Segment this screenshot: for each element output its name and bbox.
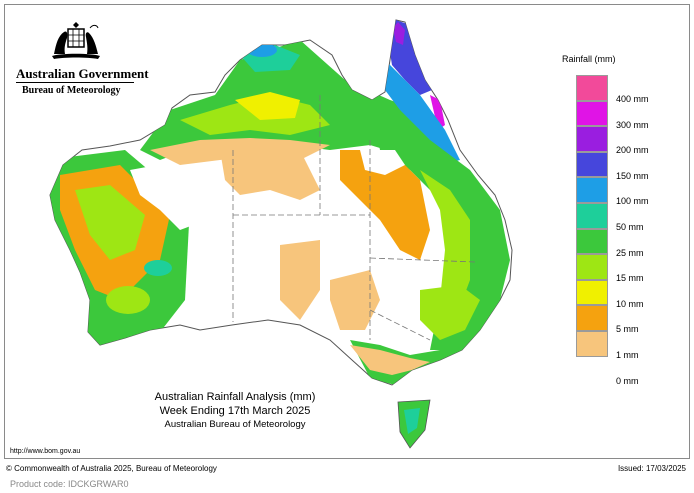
legend-swatch [576, 279, 608, 306]
legend-label: 1 mm [616, 350, 639, 360]
dry-zone-west [130, 160, 225, 230]
rain-zone-north-yellow [235, 92, 300, 120]
legend-swatch [576, 203, 608, 229]
coat-of-arms-icon [52, 22, 100, 59]
state-borders [232, 95, 476, 341]
legend-label: 100 mm [616, 196, 649, 207]
legend-swatch [576, 177, 608, 203]
legend-swatch [576, 151, 608, 178]
legend-label: 15 mm [616, 273, 644, 284]
government-name: Australian Government [16, 66, 149, 81]
bureau-name: Bureau of Meteorology [22, 85, 121, 96]
copyright-notice: © Commonwealth of Australia 2025, Bureau… [6, 464, 217, 473]
rain-zone-kimberley-blue [247, 43, 277, 57]
legend-swatch [576, 228, 608, 255]
legend-label: 25 mm [616, 247, 644, 258]
legend-title: Rainfall (mm) [562, 54, 616, 64]
legend-label: 0 mm [616, 375, 639, 386]
map-period: Week Ending 17th March 2025 [159, 405, 311, 417]
logo-divider [16, 82, 134, 83]
legend-label: 5 mm [616, 324, 639, 335]
rain-zone-sa-east [330, 270, 380, 330]
rain-zone-capeyork-magenta [430, 95, 445, 130]
rain-zone-qld-teal [385, 60, 460, 165]
rain-zone-nsw-lightgreen [420, 285, 480, 340]
rain-zone-west-yellow [106, 286, 150, 314]
legend-label: 10 mm [616, 298, 644, 309]
rain-zone-qld-orange [340, 150, 430, 260]
issued-date: Issued: 17/03/2025 [617, 464, 686, 473]
legend-swatch [576, 100, 608, 127]
legend-label: 300 mm [616, 119, 649, 130]
legend-swatch [576, 305, 608, 331]
rain-zone-capeyork-purple [393, 22, 405, 45]
map-title-block: Australian Rainfall Analysis (mm) Week E… [120, 390, 350, 431]
map-source: Australian Bureau of Meteorology [164, 419, 306, 430]
legend-swatch [576, 75, 608, 101]
rain-zone-sa-light [280, 240, 320, 320]
legend-label: 50 mm [616, 222, 644, 232]
tasmania-inner [404, 408, 420, 434]
rain-zone-qld-lightgreen [420, 170, 470, 320]
legend-swatch [576, 331, 608, 357]
legend-label: 150 mm [616, 170, 649, 181]
rain-zone-qld-green [370, 100, 510, 350]
rain-zone-se-light [350, 345, 430, 375]
legend-label: 200 mm [616, 145, 649, 156]
dry-zone-qld [360, 150, 405, 175]
legend-swatch [576, 126, 608, 152]
product-code: Product code: IDCKGRWAR0 [10, 479, 129, 489]
rain-zone-pilbara-teal [144, 260, 172, 276]
rain-zone-west-light [75, 185, 145, 260]
map-title: Australian Rainfall Analysis (mm) [154, 391, 316, 403]
rain-zone-central-light [220, 150, 320, 200]
legend-swatch [576, 254, 608, 280]
bom-url[interactable]: http://www.bom.gov.au [10, 448, 81, 455]
legend-label: 400 mm [616, 94, 649, 104]
